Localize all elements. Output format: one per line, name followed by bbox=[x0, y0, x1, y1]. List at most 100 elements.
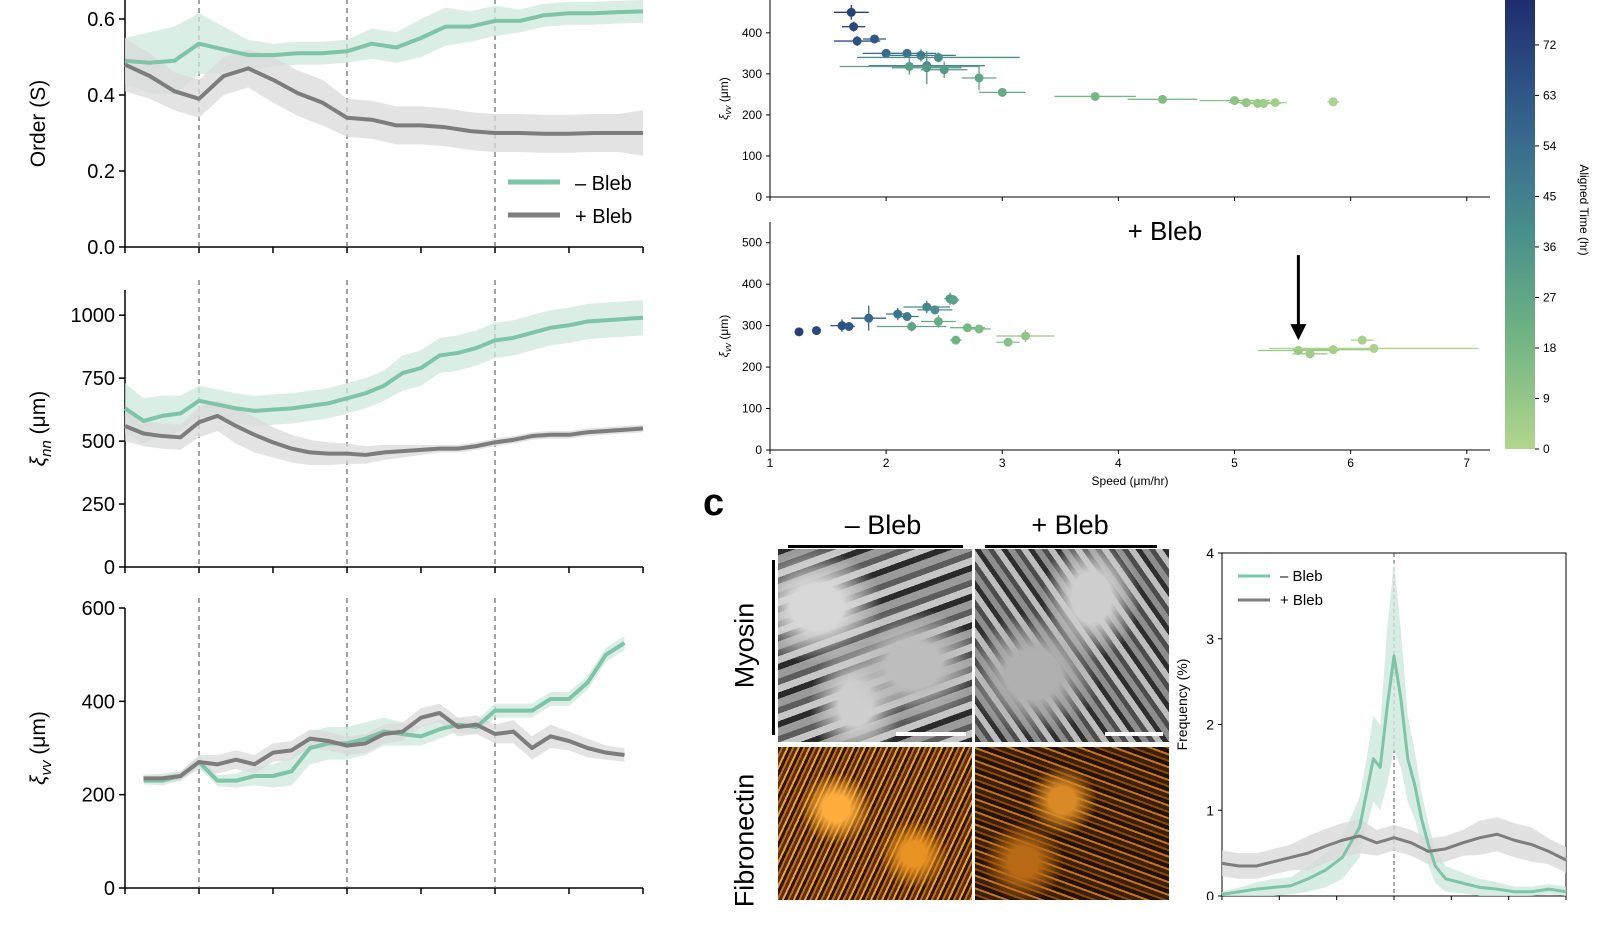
series-band-plus bbox=[125, 38, 643, 156]
series-line-plus bbox=[124, 62, 643, 136]
scatter-point bbox=[922, 302, 932, 312]
scatter-point bbox=[1328, 97, 1338, 107]
y-tick-label: 400 bbox=[82, 691, 115, 713]
y-axis-label: Order (S) bbox=[27, 80, 50, 168]
micrograph-myosin-plus bbox=[975, 549, 1169, 742]
annotation-arrow-head bbox=[1290, 324, 1307, 341]
y-tick-label: 200 bbox=[742, 360, 762, 374]
legend-order: – Bleb + Bleb bbox=[508, 173, 632, 228]
scatter-point bbox=[939, 65, 949, 75]
colorbar-tick-label: 18 bbox=[1543, 341, 1557, 355]
chart-frequency: 0 1 2 3 4 Frequency (%) – Bleb + Bleb bbox=[1174, 545, 1567, 900]
y-tick-label: 0 bbox=[104, 878, 115, 900]
x-tick-label: 5 bbox=[1231, 456, 1238, 470]
y-tick-label: 0.2 bbox=[87, 161, 115, 183]
micro-row-bar-myosin bbox=[772, 560, 775, 735]
y-tick-label: 300 bbox=[742, 67, 762, 81]
scatter-point bbox=[904, 61, 914, 71]
chart-xi_vv: 0200400600012243648607284ξvv (μm) bbox=[27, 598, 654, 900]
series-line-plus bbox=[1221, 832, 1567, 868]
colorbar-tick-label: 63 bbox=[1543, 88, 1557, 102]
y-tick-label: 200 bbox=[742, 108, 762, 122]
scatter-point bbox=[870, 34, 880, 44]
scatter-point bbox=[951, 335, 961, 345]
y-tick-label: 0 bbox=[755, 443, 762, 457]
y-tick-label: 1 bbox=[1206, 802, 1214, 818]
scatter-point bbox=[844, 321, 854, 331]
y-tick-label: 400 bbox=[742, 26, 762, 40]
scale-bar bbox=[1105, 732, 1163, 736]
series-line-plus bbox=[124, 413, 644, 457]
chart-scatter_plus: 0 100 200 300 400 500 1 2 3 4 5 6 7 Speed (μm/hr) ξvv … bbox=[717, 216, 1490, 488]
scatter-point bbox=[846, 7, 856, 17]
scatter-point bbox=[930, 305, 940, 315]
scatter-point bbox=[794, 327, 804, 337]
scatter-point bbox=[1158, 94, 1168, 104]
scatter-point bbox=[811, 326, 821, 336]
scatter-point bbox=[1090, 91, 1100, 101]
x-tick-label: 7 bbox=[1463, 456, 1470, 470]
series-line-minus bbox=[1221, 654, 1567, 896]
chart-xi_nn: 0 250 500 750 1000 ξnn (μm) bbox=[27, 280, 644, 579]
x-tick-label: 2 bbox=[883, 456, 890, 470]
y-tick-label: 4 bbox=[1206, 545, 1214, 561]
y-tick-label: 400 bbox=[742, 277, 762, 291]
scatter-point bbox=[1230, 96, 1240, 106]
colorbar-tick-label: 27 bbox=[1543, 290, 1557, 304]
scatter-point bbox=[1020, 331, 1030, 341]
y-tick-label: 0 bbox=[104, 557, 115, 579]
scatter-point bbox=[1305, 349, 1315, 359]
scatter-point bbox=[1357, 335, 1367, 345]
y-tick-label: 250 bbox=[82, 494, 115, 516]
y-tick-label: 1000 bbox=[71, 305, 116, 327]
series-band-plus bbox=[1222, 817, 1566, 879]
chart-order: 0.0 0.2 0.4 0.6 Order (S) bbox=[27, 0, 644, 259]
x-axis-label: Speed (μm/hr) bbox=[1092, 474, 1169, 488]
scatter-point bbox=[933, 52, 943, 62]
y-axis-label: ξnn (μm) bbox=[27, 391, 55, 467]
micro-col-label-minus: – Bleb bbox=[844, 510, 922, 540]
scatter-point bbox=[1241, 98, 1251, 108]
legend-label-minus: – Bleb bbox=[1280, 568, 1323, 585]
series-line-minus bbox=[123, 315, 644, 423]
legend-label-plus: + Bleb bbox=[1280, 592, 1323, 609]
y-tick-label: 100 bbox=[742, 149, 762, 163]
colorbar-tick-label: 45 bbox=[1543, 189, 1557, 203]
scatter-point bbox=[974, 324, 984, 334]
x-tick-label: 1 bbox=[767, 456, 774, 470]
scatter-point bbox=[849, 22, 859, 32]
series-line-plus bbox=[143, 711, 625, 781]
micro-col-label-plus: + Bleb bbox=[1031, 510, 1109, 540]
y-tick-label: 0.0 bbox=[87, 237, 115, 259]
series-line-minus bbox=[143, 641, 626, 783]
y-tick-label: 0 bbox=[1206, 888, 1214, 900]
series-band-minus bbox=[1222, 561, 1566, 896]
micrograph-fibronectin-plus bbox=[975, 747, 1169, 900]
scatter-point bbox=[864, 313, 874, 323]
scatter-point bbox=[902, 48, 912, 58]
y-tick-label: 0.6 bbox=[87, 9, 115, 31]
scatter-point bbox=[893, 309, 903, 319]
colorbar-tick-label: 9 bbox=[1543, 391, 1550, 405]
scatter-point bbox=[1369, 343, 1379, 353]
series-band-plus bbox=[125, 400, 643, 466]
scatter-point bbox=[907, 321, 917, 331]
y-tick-label: 0 bbox=[755, 190, 762, 204]
y-axis-label: ξvv (μm) bbox=[717, 315, 733, 358]
y-tick-label: 100 bbox=[742, 402, 762, 416]
scatter-title: + Bleb bbox=[1128, 216, 1202, 246]
scatter-point bbox=[837, 321, 847, 331]
y-tick-label: 2 bbox=[1206, 717, 1214, 733]
legend-label-minus: – Bleb bbox=[575, 173, 632, 195]
micrograph-fibronectin-minus bbox=[778, 747, 972, 900]
scatter-point bbox=[1270, 98, 1280, 108]
y-tick-label: 600 bbox=[82, 598, 115, 620]
colorbar-tick-label: 0 bbox=[1543, 442, 1550, 456]
colorbar-tick-label: 72 bbox=[1543, 38, 1557, 52]
y-tick-label: 500 bbox=[742, 236, 762, 250]
scatter-point bbox=[997, 87, 1007, 97]
y-tick-label: 750 bbox=[82, 368, 115, 390]
y-tick-label: 0.4 bbox=[87, 85, 115, 107]
colorbar-rect bbox=[1505, 0, 1535, 449]
